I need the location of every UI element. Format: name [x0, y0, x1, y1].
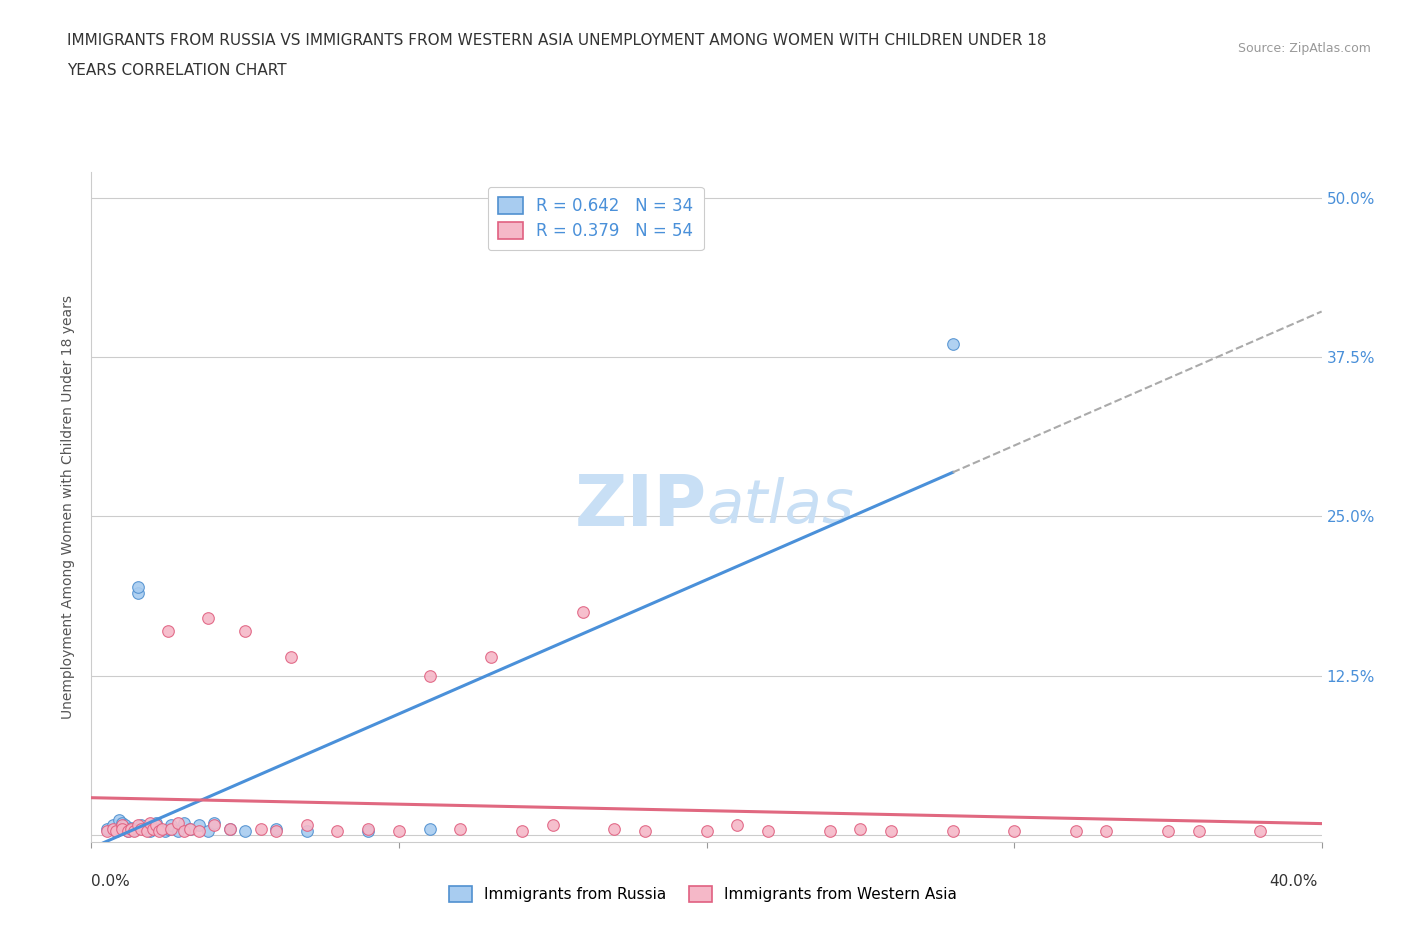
Point — [127, 817, 149, 832]
Point — [117, 824, 139, 839]
Point — [202, 815, 225, 830]
Point — [942, 824, 965, 839]
Point — [139, 815, 162, 830]
Text: IMMIGRANTS FROM RUSSIA VS IMMIGRANTS FROM WESTERN ASIA UNEMPLOYMENT AMONG WOMEN : IMMIGRANTS FROM RUSSIA VS IMMIGRANTS FRO… — [67, 33, 1047, 47]
Point — [295, 817, 318, 832]
Point — [510, 824, 533, 839]
Point — [166, 815, 188, 830]
Text: ZIP: ZIP — [574, 472, 706, 541]
Point — [150, 821, 173, 836]
Point — [142, 821, 165, 836]
Point — [1064, 824, 1087, 839]
Point — [101, 817, 124, 832]
Point — [96, 824, 118, 839]
Point — [160, 821, 183, 836]
Point — [153, 824, 177, 839]
Point — [117, 824, 139, 839]
Point — [249, 821, 271, 836]
Point — [105, 824, 127, 839]
Point — [541, 817, 564, 832]
Point — [1157, 824, 1180, 839]
Point — [218, 821, 240, 836]
Point — [264, 824, 287, 839]
Point — [326, 824, 349, 839]
Point — [111, 817, 134, 832]
Point — [696, 824, 718, 839]
Point — [179, 821, 201, 836]
Point — [388, 824, 411, 839]
Point — [179, 821, 201, 836]
Point — [849, 821, 872, 836]
Point — [233, 824, 256, 839]
Point — [127, 586, 149, 601]
Point — [148, 824, 170, 839]
Point — [157, 821, 180, 836]
Point — [111, 815, 134, 830]
Point — [233, 624, 256, 639]
Text: Source: ZipAtlas.com: Source: ZipAtlas.com — [1237, 42, 1371, 55]
Point — [1002, 824, 1025, 839]
Y-axis label: Unemployment Among Women with Children Under 18 years: Unemployment Among Women with Children U… — [62, 295, 76, 719]
Point — [124, 824, 146, 839]
Point — [124, 823, 146, 838]
Point — [942, 337, 965, 352]
Point — [108, 813, 131, 828]
Point — [280, 649, 302, 664]
Point — [120, 820, 142, 835]
Point — [127, 579, 149, 594]
Legend: R = 0.642   N = 34, R = 0.379   N = 54: R = 0.642 N = 34, R = 0.379 N = 54 — [488, 187, 703, 250]
Point — [188, 824, 211, 839]
Point — [129, 817, 152, 832]
Point — [173, 824, 195, 839]
Point — [1249, 824, 1271, 839]
Point — [139, 824, 162, 839]
Point — [135, 824, 157, 839]
Point — [111, 821, 134, 836]
Point — [101, 821, 124, 836]
Point — [880, 824, 903, 839]
Point — [166, 824, 188, 839]
Point — [120, 821, 142, 836]
Legend: Immigrants from Russia, Immigrants from Western Asia: Immigrants from Russia, Immigrants from … — [443, 880, 963, 909]
Point — [197, 824, 219, 839]
Point — [114, 817, 136, 832]
Point — [188, 817, 211, 832]
Point — [725, 817, 748, 832]
Point — [1187, 824, 1209, 839]
Point — [295, 824, 318, 839]
Point — [129, 821, 152, 836]
Point — [603, 821, 626, 836]
Point — [419, 669, 441, 684]
Point — [1095, 824, 1118, 839]
Point — [479, 649, 502, 664]
Point — [264, 821, 287, 836]
Point — [142, 817, 165, 832]
Point — [818, 824, 841, 839]
Point — [357, 824, 380, 839]
Text: atlas: atlas — [706, 477, 855, 537]
Point — [202, 817, 225, 832]
Point — [419, 821, 441, 836]
Point — [96, 821, 118, 836]
Point — [157, 624, 180, 639]
Text: 0.0%: 0.0% — [91, 874, 131, 889]
Point — [145, 815, 167, 830]
Point — [197, 611, 219, 626]
Point — [357, 821, 380, 836]
Point — [449, 821, 471, 836]
Point — [145, 817, 167, 832]
Point — [218, 821, 240, 836]
Point — [173, 815, 195, 830]
Point — [756, 824, 779, 839]
Point — [160, 817, 183, 832]
Point — [135, 821, 157, 836]
Point — [111, 821, 134, 836]
Point — [148, 821, 170, 836]
Text: 40.0%: 40.0% — [1270, 874, 1317, 889]
Point — [572, 604, 595, 619]
Point — [634, 824, 657, 839]
Point — [105, 824, 127, 839]
Text: YEARS CORRELATION CHART: YEARS CORRELATION CHART — [67, 63, 287, 78]
